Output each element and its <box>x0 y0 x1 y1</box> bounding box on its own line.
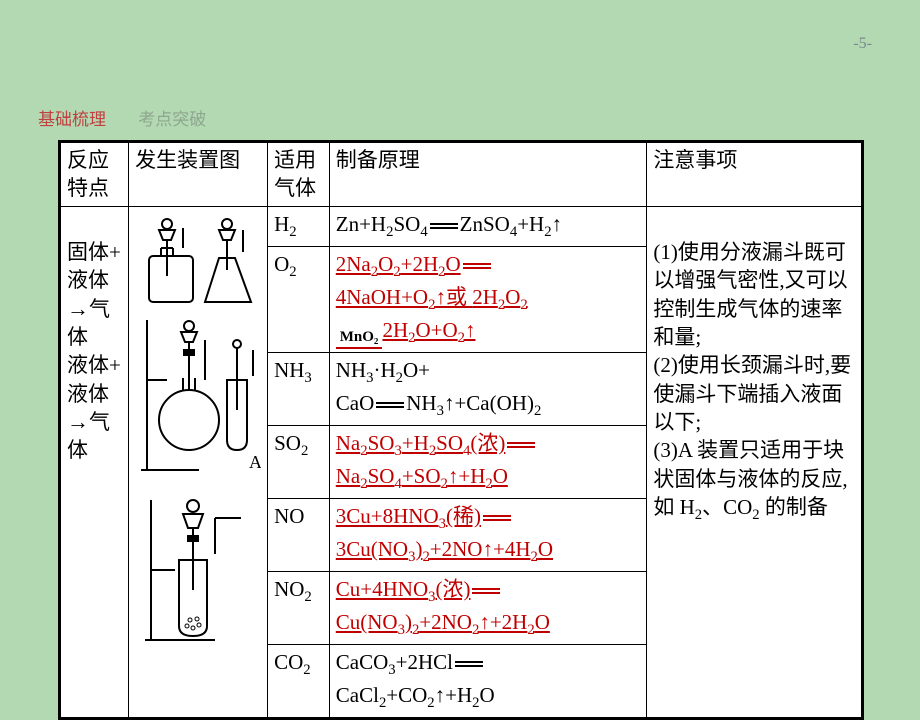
cell-gas-no2: NO2 <box>268 572 330 645</box>
cell-gas-so2: SO2 <box>268 425 330 498</box>
cell-principle-h2: Zn+H2SO4ZnSO4+H2↑ <box>329 206 647 246</box>
catalyst-mno2: MnO₂ <box>336 327 383 349</box>
tab-bar: 基础梳理 考点突破 <box>38 105 206 130</box>
header-reaction-type: 反应特点 <box>60 142 129 207</box>
gas-prep-table: 反应特点 发生装置图 适用气体 制备原理 注意事项 固体+ 液体 →气 体 液体… <box>58 140 864 720</box>
cell-principle-no2: Cu+4HNO3(浓) Cu(NO3)2+2NO2↑+2H2O <box>329 572 647 645</box>
cell-gas-o2: O2 <box>268 246 330 352</box>
cell-device-diagram: A <box>129 206 268 718</box>
page-number: -5- <box>853 35 872 53</box>
cell-gas-nh3: NH3 <box>268 352 330 425</box>
cell-notes: (1)使用分液漏斗既可以增强气密性,又可以控制生成气体的速率和量; (2)使用长… <box>647 206 863 718</box>
cell-reaction-type: 固体+ 液体 →气 体 液体+ 液体 →气 体 <box>60 206 129 718</box>
cell-principle-co2: CaCO3+2HCl CaCl2+CO2↑+H2O <box>329 645 647 719</box>
row-h2: 固体+ 液体 →气 体 液体+ 液体 →气 体 <box>60 206 863 246</box>
table-header-row: 反应特点 发生装置图 适用气体 制备原理 注意事项 <box>60 142 863 207</box>
tab-basic[interactable]: 基础梳理 <box>38 110 106 129</box>
cell-principle-nh3: NH3·H2O+ CaONH3↑+Ca(OH)2 <box>329 352 647 425</box>
cell-gas-co2: CO2 <box>268 645 330 719</box>
svg-text:A: A <box>249 452 261 472</box>
header-notes: 注意事项 <box>647 142 863 207</box>
cell-principle-o2: 2Na2O2+2H2O 4NaOH+O2↑或 2H2O2 MnO₂2H2O+O2… <box>329 246 647 352</box>
apparatus-diagram: A <box>135 210 261 650</box>
header-gas: 适用气体 <box>268 142 330 207</box>
cell-principle-no: 3Cu+8HNO3(稀) 3Cu(NO3)2+2NO↑+4H2O <box>329 498 647 571</box>
header-device: 发生装置图 <box>129 142 268 207</box>
cell-gas-h2: H2 <box>268 206 330 246</box>
cell-gas-no: NO <box>268 498 330 571</box>
header-principle: 制备原理 <box>329 142 647 207</box>
tab-points[interactable]: 考点突破 <box>138 110 206 129</box>
cell-principle-so2: Na2SO3+H2SO4(浓) Na2SO4+SO2↑+H2O <box>329 425 647 498</box>
